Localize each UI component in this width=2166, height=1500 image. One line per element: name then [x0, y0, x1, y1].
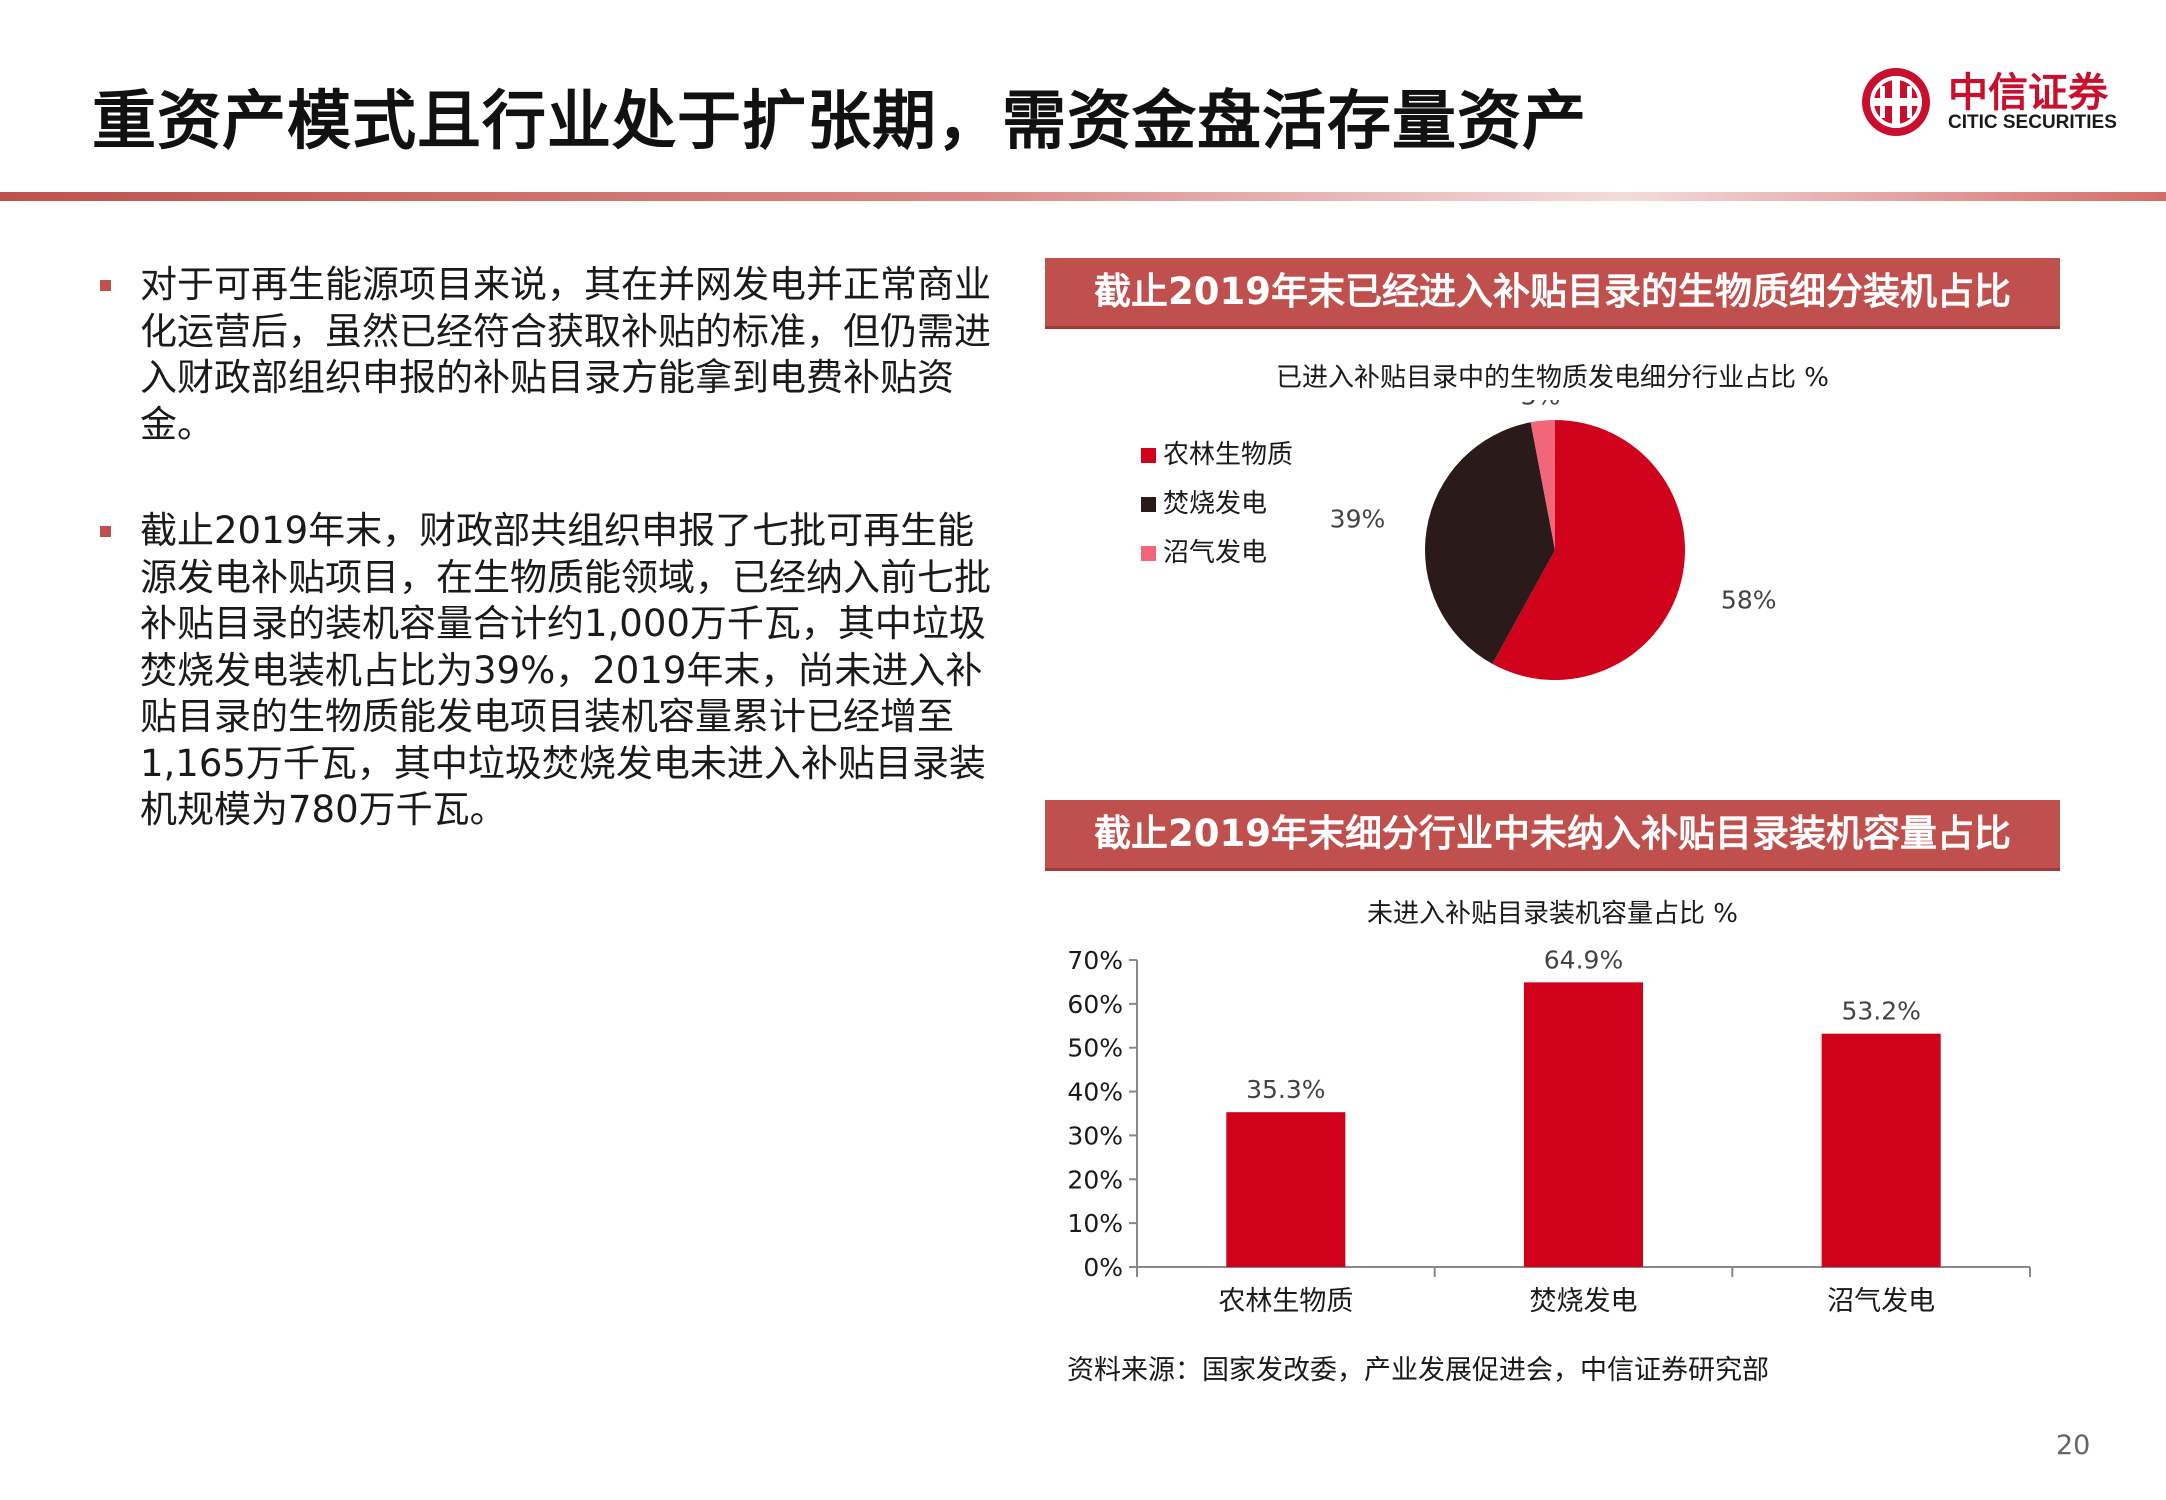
bar-value-label: 35.3% — [1246, 1075, 1325, 1104]
bullet-list: 对于可再生能源项目来说，其在并网发电并正常商业化运营后，虽然已经符合获取补贴的标… — [98, 262, 998, 894]
bar — [1226, 1112, 1346, 1267]
pie-panel-header: 截止2019年末已经进入补贴目录的生物质细分装机占比 — [1045, 258, 2060, 329]
bullet-item: 对于可再生能源项目来说，其在并网发电并正常商业化运营后，虽然已经符合获取补贴的标… — [98, 262, 998, 448]
citic-logo: 中信证券 CITIC SECURITIES — [1858, 62, 2138, 142]
bar-value-label: 53.2% — [1841, 997, 1920, 1026]
bullet-text: 对于可再生能源项目来说，其在并网发电并正常商业化运营后，虽然已经符合获取补贴的标… — [140, 263, 991, 446]
bar-chart: 0% 10% 20% 30% 40% 50% 60% 70% 35.3% 农林生物质 64.9% 焚… — [1067, 945, 2031, 1317]
bar — [1523, 982, 1644, 1267]
bar-labels: 35.3% 农林生物质 64.9% 焚烧发电 53.2% 沼气发电 — [1218, 945, 1935, 1317]
legend-swatch — [1141, 497, 1156, 512]
legend-swatch — [1141, 448, 1156, 463]
pie-slice — [1530, 420, 1555, 550]
pie-slice — [1425, 422, 1555, 664]
bar-value-label: 64.9% — [1544, 945, 1623, 974]
pie-value-label: 3% — [1521, 400, 1561, 411]
bar — [1821, 1033, 1941, 1267]
y-tick-label: 30% — [1067, 1121, 1123, 1150]
legend-label: 沼气发电 — [1163, 538, 1267, 568]
pie-slices — [1425, 420, 1685, 680]
y-tick-label: 40% — [1067, 1078, 1123, 1107]
y-tick-label: 60% — [1067, 990, 1123, 1019]
citic-emblem-icon — [1862, 68, 1930, 136]
bar-axes: 0% 10% 20% 30% 40% 50% 60% 70% — [1067, 946, 2031, 1282]
bar-chart-title: 未进入补贴目录装机容量占比 % — [1367, 899, 1738, 929]
x-tick-label: 焚烧发电 — [1530, 1286, 1638, 1317]
y-tick-label: 10% — [1067, 1209, 1123, 1238]
y-tick-label: 20% — [1067, 1165, 1123, 1194]
y-tick-label: 50% — [1067, 1034, 1123, 1063]
bullet-text: 截止2019年末，财政部共组织申报了七批可再生能源发电补贴项目，在生物质能领域，… — [140, 509, 991, 831]
legend-label: 农林生物质 — [1163, 440, 1293, 470]
legend-label: 焚烧发电 — [1163, 489, 1267, 519]
header-divider — [0, 192, 2166, 201]
y-tick-label: 0% — [1083, 1253, 1123, 1282]
bullet-square-icon — [100, 280, 111, 291]
pie-value-labels: 58% 39% 3% — [1330, 400, 1777, 615]
y-tick-label: 70% — [1067, 946, 1123, 975]
pie-value-label: 58% — [1721, 586, 1777, 615]
pie-value-label: 39% — [1330, 505, 1386, 534]
bullet-item: 截止2019年末，财政部共组织申报了七批可再生能源发电补贴项目，在生物质能领域，… — [98, 508, 998, 834]
bar-series — [1226, 982, 1941, 1267]
logo-text-en: CITIC SECURITIES — [1948, 112, 2117, 133]
pie-chart-title: 已进入补贴目录中的生物质发电细分行业占比 % — [1276, 363, 1829, 393]
bar-panel-header: 截止2019年末细分行业中未纳入补贴目录装机容量占比 — [1045, 800, 2060, 871]
pie-slice — [1492, 420, 1685, 680]
x-tick-label: 沼气发电 — [1827, 1286, 1935, 1317]
page-title: 重资产模式且行业处于扩张期，需资金盘活存量资产 — [92, 85, 1587, 159]
legend-swatch — [1141, 546, 1156, 561]
page-number: 20 — [2056, 1430, 2091, 1461]
source-note: 资料来源：国家发改委，产业发展促进会，中信证券研究部 — [1067, 1355, 1769, 1386]
x-tick-label: 农林生物质 — [1218, 1286, 1353, 1317]
bullet-square-icon — [100, 526, 111, 537]
logo-text-cn: 中信证券 — [1948, 70, 2108, 116]
